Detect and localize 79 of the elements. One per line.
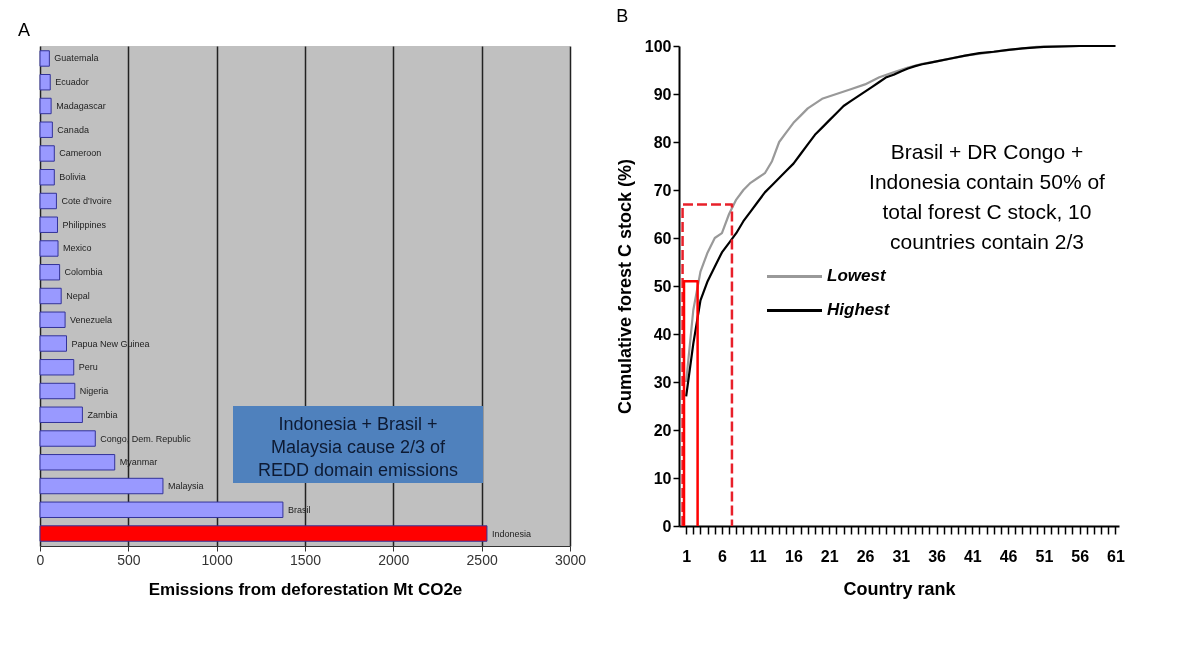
y-axis-title: Cumulative forest C stock (%) <box>614 158 635 415</box>
y-tick-label: 70 <box>653 181 672 199</box>
category-label: Zambia <box>87 409 118 420</box>
x-axis-title: Emissions from deforestation Mt CO2e <box>148 579 463 599</box>
y-tick-label: 80 <box>653 133 672 151</box>
category-label: Cote d'Ivoire <box>61 195 112 206</box>
x-tick-label: 46 <box>999 547 1018 565</box>
legend-label: Highest <box>827 300 891 320</box>
bar <box>39 525 488 542</box>
bar <box>39 169 55 186</box>
y-tick-label: 20 <box>653 421 672 439</box>
x-tick-label: 61 <box>1107 547 1125 565</box>
x-tick-label: 21 <box>820 547 839 565</box>
bar <box>39 335 67 352</box>
bar <box>39 97 52 115</box>
category-label: Nepal <box>66 291 90 301</box>
x-tick-label: 1000 <box>201 551 233 568</box>
category-label: Madagascar <box>56 100 106 111</box>
category-label: Guatemala <box>54 53 99 64</box>
annotation: Brasil + DR Congo + Indonesia contain 50% of total forest C stock, 10 countries contain 2/3 <box>869 140 1106 253</box>
category-label: Ecuador <box>55 77 89 88</box>
category-label: Nigeria <box>79 386 109 397</box>
x-tick-label: 11 <box>749 547 767 565</box>
bar <box>39 50 50 67</box>
x-tick-label: 6 <box>717 547 727 565</box>
x-tick-label: 51 <box>1035 547 1054 565</box>
x-tick-label: 1 <box>682 547 692 565</box>
bar <box>39 501 284 518</box>
x-tick-label: 56 <box>1071 547 1090 565</box>
y-tick-label: 0 <box>662 517 672 535</box>
category-label: Indonesia <box>491 528 532 539</box>
chart-title: B <box>616 6 629 26</box>
x-axis-title: Country rank <box>843 578 957 599</box>
x-tick-label: 1500 <box>289 551 322 568</box>
y-tick-label: 30 <box>653 373 672 391</box>
y-tick-label: 60 <box>653 229 672 247</box>
bar <box>39 287 62 305</box>
bar <box>39 477 164 495</box>
bar <box>39 359 75 376</box>
x-tick-label: 2000 <box>378 551 410 568</box>
x-tick-label: 2500 <box>466 551 498 568</box>
bar <box>39 430 96 447</box>
bar <box>39 264 61 281</box>
x-tick-label: 16 <box>785 547 803 565</box>
x-tick-label: 36 <box>928 547 947 565</box>
bar <box>39 311 66 328</box>
legend-label: Lowest <box>827 266 887 286</box>
category-label: Peru <box>78 362 98 373</box>
x-tick-label: 500 <box>117 551 141 568</box>
category-label: Malaysia <box>167 481 204 492</box>
bar <box>39 406 83 423</box>
chart-title: A <box>18 20 31 40</box>
y-tick-label: 50 <box>653 277 672 295</box>
bar <box>39 121 53 138</box>
category-label: Congo, Dem. Republic <box>100 433 191 444</box>
y-tick-label: 100 <box>644 37 672 55</box>
x-tick-label: 3000 <box>554 551 587 568</box>
category-label: Canada <box>57 124 89 135</box>
category-label: Colombia <box>64 267 103 278</box>
x-tick-label: 41 <box>963 547 982 565</box>
x-tick-label: 26 <box>856 547 875 565</box>
y-tick-label: 10 <box>653 469 672 487</box>
bar <box>39 145 55 162</box>
category-label: Bolivia <box>59 172 86 183</box>
category-label: Mexico <box>63 243 92 254</box>
y-tick-label: 40 <box>653 325 672 343</box>
category-label: Venezuela <box>70 314 113 325</box>
x-tick-label: 0 <box>36 551 45 568</box>
bar <box>39 454 116 471</box>
bar <box>39 74 51 91</box>
category-label: Cameroon <box>59 148 102 159</box>
bar <box>39 192 57 210</box>
bar <box>39 240 59 257</box>
x-tick-label: 31 <box>892 547 911 565</box>
y-tick-label: 90 <box>653 85 672 103</box>
bar <box>39 382 76 400</box>
category-label: Philippines <box>62 219 107 230</box>
annotation: Indonesia + Brasil + Malaysia cause 2/3 of REDD domain emissions <box>257 414 459 480</box>
bar <box>39 216 58 233</box>
